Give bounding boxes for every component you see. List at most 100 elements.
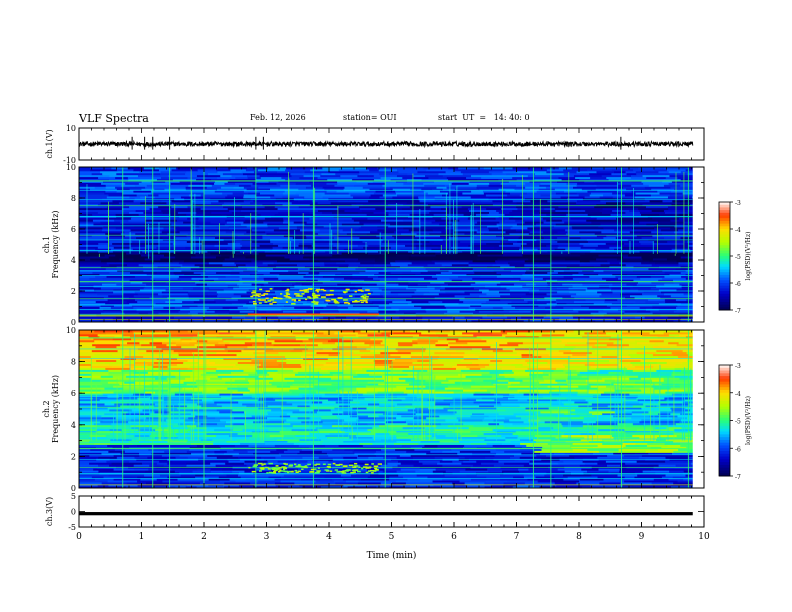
burst-dot xyxy=(258,470,262,472)
burst-dot xyxy=(364,298,369,300)
burst-dot xyxy=(252,465,257,468)
burst-dot xyxy=(298,295,303,297)
burst-dot xyxy=(336,464,340,467)
burst-dot xyxy=(273,467,278,470)
y-tick-label: 10 xyxy=(66,163,76,172)
burst-dot xyxy=(307,296,311,298)
burst-dot xyxy=(341,472,347,474)
burst-dot xyxy=(353,471,356,473)
burst-dot xyxy=(374,467,378,470)
burst-dot xyxy=(343,291,346,294)
burst-dot xyxy=(304,465,308,467)
burst-dot xyxy=(307,463,311,466)
burst-dot xyxy=(283,467,287,469)
burst-dot xyxy=(272,301,277,304)
burst-dot xyxy=(283,462,286,465)
x-ticks xyxy=(78,128,705,160)
burst-dot xyxy=(336,471,342,473)
y-tick-label: 10 xyxy=(66,326,76,335)
burst-dot xyxy=(285,296,290,298)
burst-dot xyxy=(284,463,288,465)
burst-dot xyxy=(322,463,326,465)
start-time-label: start UT = 14: 40: 0 xyxy=(438,113,530,122)
burst-dot xyxy=(298,299,301,302)
burst-dot xyxy=(365,296,369,298)
burst-dot xyxy=(316,470,321,472)
ch2-colorbar: -3 -4 -5 -6 -7 log(PSD)(V²/Hz) xyxy=(718,363,752,481)
x-ticks xyxy=(78,167,705,322)
burst-dot xyxy=(365,289,370,291)
burst-dot xyxy=(314,464,317,466)
burst-dot xyxy=(253,464,259,466)
burst-dot xyxy=(267,300,272,302)
y-ticks: 10 -10 xyxy=(63,124,704,165)
colorbar-label: log(PSD)(V²/Hz) xyxy=(745,232,752,281)
ch3-waveform-panel xyxy=(79,512,693,516)
x-tick-label: 6 xyxy=(451,532,457,542)
burst-dot xyxy=(323,289,327,292)
burst-dot xyxy=(311,294,317,296)
ch1-waveform-panel xyxy=(78,136,694,150)
burst-dot xyxy=(275,465,279,467)
burst-dot xyxy=(369,469,375,472)
colorbar-tick-label: -6 xyxy=(735,446,741,453)
burst-dot xyxy=(371,472,374,474)
burst-dot xyxy=(345,288,349,291)
burst-dot xyxy=(296,293,300,295)
burst-dot xyxy=(250,295,254,298)
burst-dot xyxy=(313,300,316,303)
x-tick-label: 8 xyxy=(576,532,582,542)
x-axis-title: Time (min) xyxy=(367,550,417,561)
burst-dot xyxy=(315,301,319,303)
burst-dot xyxy=(297,464,301,466)
burst-dot xyxy=(258,302,262,304)
burst-dot xyxy=(354,290,357,293)
burst-dot xyxy=(269,288,273,290)
y-ticks: 10 8 6 4 2 0 xyxy=(66,326,704,493)
x-tick-label: 1 xyxy=(139,532,145,542)
burst-dot xyxy=(334,302,340,304)
burst-dot xyxy=(273,469,278,472)
burst-dot xyxy=(291,470,294,473)
ch3-y-label: ch.3(V) xyxy=(45,497,54,526)
burst-dot xyxy=(315,463,321,466)
ch1-y-label: ch.1(V) xyxy=(45,129,54,158)
panel-channel-label: ch.1 xyxy=(42,236,51,253)
colorbar-tick-label: -5 xyxy=(735,254,741,261)
burst-dot xyxy=(291,299,297,301)
colorbar-tick-label: -7 xyxy=(735,308,741,315)
y-axis-title: Frequency (kHz) xyxy=(51,210,60,278)
y-tick-label: 0 xyxy=(71,318,76,327)
burst-dot xyxy=(252,290,256,292)
burst-dot xyxy=(354,462,358,465)
burst-dot xyxy=(326,470,330,472)
burst-dot xyxy=(273,297,278,299)
burst-dot xyxy=(253,303,257,305)
burst-dot xyxy=(362,466,368,468)
burst-dot xyxy=(272,472,277,474)
burst-dot xyxy=(279,470,284,472)
burst-dot xyxy=(254,294,260,297)
y-ticks: 5 0 -5 xyxy=(68,492,704,532)
burst-dot xyxy=(364,463,369,466)
station-label: station= OUI xyxy=(343,113,397,122)
burst-dot xyxy=(265,290,270,292)
burst-dot xyxy=(333,300,338,302)
burst-dot xyxy=(354,465,359,467)
burst-dot xyxy=(338,297,343,299)
burst-dot xyxy=(352,466,357,468)
burst-dot xyxy=(325,294,331,296)
burst-dot xyxy=(260,468,265,470)
burst-dot xyxy=(314,303,317,305)
burst-dot xyxy=(326,300,331,302)
burst-dot xyxy=(301,468,304,470)
burst-dot xyxy=(277,470,281,473)
burst-dot xyxy=(334,469,339,471)
burst-dot xyxy=(283,295,288,297)
ch3-trace xyxy=(79,512,693,516)
burst-dot xyxy=(301,466,305,468)
burst-dot xyxy=(285,301,288,303)
burst-dot xyxy=(316,288,321,291)
burst-dot xyxy=(331,298,336,301)
x-ticks xyxy=(78,330,705,488)
